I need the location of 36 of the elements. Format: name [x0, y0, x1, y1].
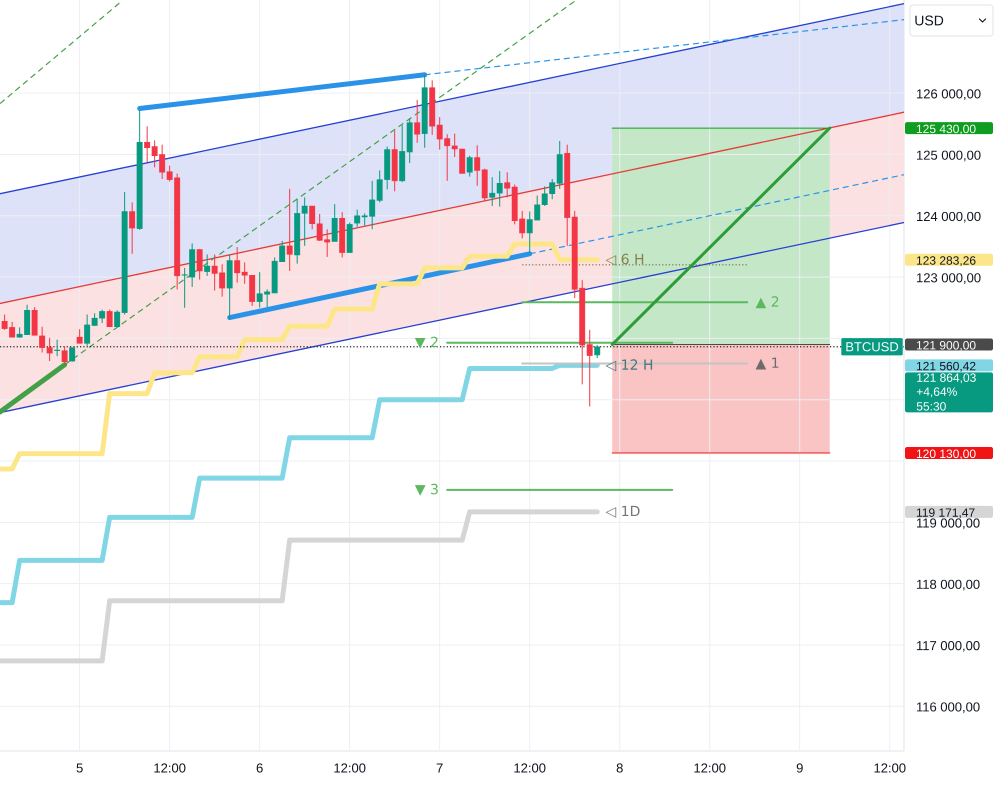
x-tick-label: 12:00 — [334, 763, 366, 773]
y-tick-label: 126 000,00 — [916, 89, 981, 100]
text: 55:30 — [916, 402, 946, 411]
series-label: ▼ 2 — [414, 336, 438, 349]
x-tick-label: 12:00 — [514, 763, 546, 773]
x-tick-label: 5 — [76, 763, 83, 773]
y-tick-label: 123 000,00 — [916, 273, 981, 284]
y-tick-label: 117 000,00 — [916, 641, 980, 652]
y-tick-label: 118 000,00 — [916, 580, 980, 590]
x-tick-label: 7 — [436, 764, 443, 772]
x-tick-label: 12:00 — [694, 763, 726, 773]
x-tick-label: 9 — [796, 763, 803, 773]
y-tick-label: 116 000,00 — [916, 702, 980, 714]
series-label: ▲ 2 — [756, 296, 778, 308]
x-tick-label: 8 — [616, 763, 623, 773]
y-tick-label: 125 000,00 — [916, 150, 981, 162]
x-tick-label: 6 — [256, 763, 263, 773]
text: +4,64% — [916, 387, 957, 398]
x-tick-label: 12:00 — [874, 763, 906, 773]
y-tick-label: 124 000,00 — [916, 212, 981, 223]
series-label: ▲ 1 — [756, 358, 778, 370]
y-tick-label: 125 430,00 — [916, 124, 976, 135]
y-axis-title: USD — [915, 16, 944, 26]
y-tick-label: 123 283,26 — [916, 256, 976, 266]
series-label: ◁ 1D — [606, 506, 640, 518]
x-tick-label: 12:00 — [154, 763, 186, 773]
series-label: ◁ 6 H — [606, 254, 644, 266]
y-tick-label: 119 171,47 — [916, 508, 975, 518]
series-label: ▼ 3 — [414, 484, 438, 496]
text: 121 864,03 — [917, 373, 976, 384]
series-label: ◁ 12 H — [606, 359, 652, 372]
text: BTCUSD — [846, 342, 898, 352]
y-tick-label: 120 130,00 — [916, 450, 976, 460]
y-tick-label: 121 560,42 — [916, 362, 976, 372]
y-tick-label: 119 000,00 — [916, 518, 980, 530]
y-tick-label: 121 900,00 — [916, 341, 976, 351]
